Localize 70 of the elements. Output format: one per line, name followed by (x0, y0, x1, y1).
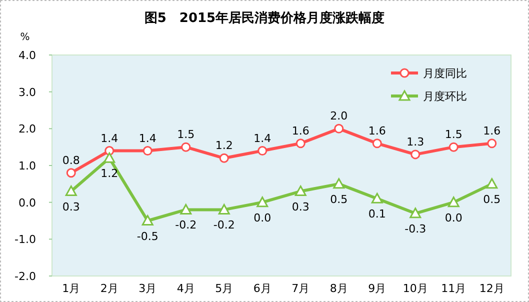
point (410, 150, 420, 160)
point (65, 186, 77, 196)
x-tick-label: 6月 (253, 282, 272, 295)
data-label: 1.5 (444, 128, 462, 142)
point (258, 146, 268, 156)
point (142, 146, 152, 156)
point (486, 178, 498, 189)
chart-title: 图5 2015年居民消费价格月度涨跌幅度 (144, 10, 385, 26)
data-label: 1.3 (406, 135, 424, 148)
data-label: -0.2 (175, 218, 197, 232)
point (142, 215, 154, 226)
data-label: 0.1 (368, 208, 386, 221)
data-label: 1.4 (254, 132, 272, 145)
x-tick-label: 10月 (402, 282, 428, 295)
point (487, 138, 497, 148)
data-label: 0.8 (62, 154, 80, 167)
point (219, 153, 229, 163)
data-label: 0.3 (292, 200, 310, 214)
data-label: 0.3 (62, 200, 80, 214)
y-tick-label: 1.0 (18, 160, 36, 172)
data-label: -0.3 (404, 222, 426, 236)
y-tick-label: 2.0 (18, 122, 36, 136)
point (333, 178, 345, 189)
point (256, 196, 268, 208)
data-label: 1.6 (483, 124, 501, 138)
point (448, 196, 460, 208)
point (66, 168, 76, 178)
x-tick-label: 9月 (368, 282, 386, 295)
data-label: 0.5 (483, 192, 501, 206)
x-tick-label: 7月 (292, 282, 310, 295)
data-label: -0.5 (136, 230, 158, 243)
data-label: 1.2 (100, 167, 118, 180)
x-tick-label: 2月 (100, 282, 118, 295)
data-label: 1.6 (292, 124, 310, 138)
data-label: -0.2 (213, 218, 235, 232)
point (180, 204, 192, 214)
x-tick-label: 3月 (138, 282, 157, 295)
x-tick-label: 12月 (479, 282, 504, 295)
point (296, 138, 306, 148)
y-tick-label: -2.0 (14, 270, 36, 283)
point (218, 204, 230, 214)
data-label: 1.4 (100, 132, 118, 145)
y-tick-label: 0.0 (18, 196, 36, 210)
data-label: 0.5 (330, 192, 348, 206)
point (410, 208, 422, 218)
point (371, 192, 383, 204)
legend-label: 月度环比 (423, 90, 467, 103)
x-tick-label: 5月 (215, 282, 234, 295)
x-tick-label: 4月 (176, 282, 195, 295)
x-tick-label: 11月 (441, 282, 466, 295)
x-tick-label: 8月 (330, 282, 348, 295)
data-label: 1.6 (368, 124, 386, 138)
data-label: 2.0 (330, 110, 348, 123)
y-tick-label: 4.0 (18, 49, 36, 62)
point (294, 186, 306, 196)
legend-label: 月度同比 (423, 67, 467, 80)
data-label: 0.0 (444, 211, 462, 224)
data-label: 0.0 (254, 211, 272, 224)
data-label: 1.4 (138, 132, 156, 145)
point (104, 152, 116, 163)
data-label: 1.5 (177, 128, 195, 142)
data-label: 1.2 (215, 139, 233, 152)
point (448, 142, 458, 152)
point (181, 142, 191, 152)
y-tick-label: -1.0 (14, 233, 36, 246)
y-tick-label: 3.0 (18, 86, 36, 99)
x-tick-label: 1月 (62, 282, 80, 295)
point (334, 124, 344, 134)
point (372, 138, 382, 148)
y-axis-title: % (20, 32, 30, 43)
